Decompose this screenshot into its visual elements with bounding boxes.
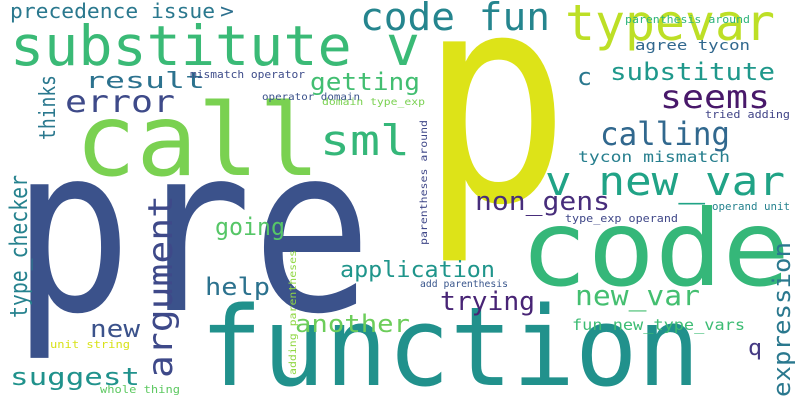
word: pre: [12, 98, 372, 365]
word: type_exp operand: [565, 212, 678, 225]
word: result: [85, 69, 205, 94]
word: expression: [768, 242, 796, 397]
word: precedence issue: [10, 0, 215, 23]
word: >: [220, 0, 234, 23]
word: code fun: [360, 0, 550, 39]
word: error: [65, 85, 175, 120]
word: going: [215, 213, 285, 241]
word: c: [577, 63, 592, 91]
word: tried adding: [705, 108, 790, 121]
word: new: [90, 315, 141, 343]
word: code: [520, 188, 790, 310]
word: tycon mismatch: [578, 148, 730, 166]
word: operator domain: [262, 92, 360, 103]
word: suggest: [10, 363, 140, 391]
word: adding parentheses: [288, 250, 299, 375]
word: whole thing: [100, 383, 180, 396]
word: agree tycon: [635, 38, 750, 54]
word: domain type_exp: [322, 97, 425, 108]
word: mismatch operator: [190, 68, 305, 81]
word: q: [748, 336, 762, 361]
word: help: [205, 273, 270, 301]
word: application: [340, 258, 495, 283]
word: trying: [440, 287, 535, 317]
word: v new_var: [545, 159, 785, 205]
word: parenthesis around: [625, 13, 750, 26]
word: argument: [141, 195, 181, 378]
word: typevar: [565, 0, 775, 52]
word: call: [75, 82, 320, 199]
word: sml: [320, 116, 410, 165]
word: add parenthesis: [420, 279, 508, 290]
word: function: [200, 283, 700, 400]
word: seems: [660, 78, 770, 116]
word: p: [420, 0, 570, 269]
word: non_gens: [475, 187, 610, 217]
word: type_checker: [5, 175, 33, 318]
word: parentheses around: [419, 120, 430, 245]
word: thinks: [36, 75, 61, 140]
word: another: [295, 310, 410, 338]
word: fun new_type_vars: [572, 316, 745, 334]
word: calling: [600, 115, 730, 153]
word: getting: [310, 68, 420, 96]
word: substitute v: [10, 14, 420, 78]
word: new_var: [575, 279, 700, 313]
word: substitute: [610, 58, 775, 86]
word: unit string: [50, 338, 130, 351]
word: operand unit: [712, 200, 790, 213]
